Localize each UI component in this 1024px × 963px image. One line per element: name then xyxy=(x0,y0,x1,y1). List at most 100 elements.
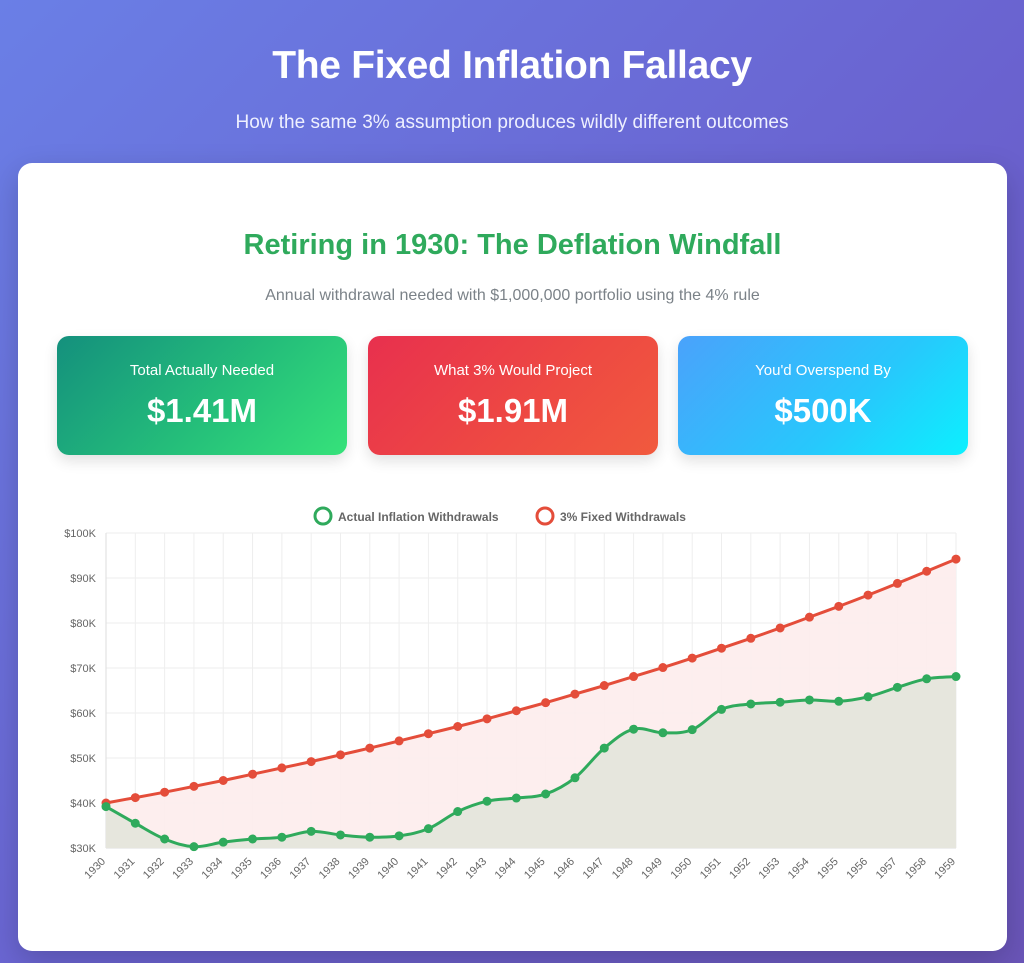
series-actual-point xyxy=(453,807,463,817)
series-fixed-point xyxy=(189,781,199,791)
series-fixed-point xyxy=(160,787,170,797)
legend-marker xyxy=(535,506,555,526)
x-tick-label: 1945 xyxy=(522,856,548,882)
series-fixed-point xyxy=(599,681,609,691)
series-actual-point xyxy=(834,696,844,706)
series-actual-point xyxy=(130,818,140,828)
series-actual-point xyxy=(482,796,492,806)
series-actual-point xyxy=(541,789,551,799)
x-tick-label: 1936 xyxy=(258,856,284,882)
series-fixed-point xyxy=(951,554,961,564)
x-tick-label: 1954 xyxy=(786,856,812,882)
series-actual-point xyxy=(423,824,433,834)
series-fixed-point xyxy=(804,612,814,622)
series-actual-point xyxy=(277,832,287,842)
x-tick-label: 1944 xyxy=(493,856,519,882)
y-tick-label: $80K xyxy=(70,618,96,630)
series-actual-point xyxy=(218,837,228,847)
x-tick-label: 1956 xyxy=(844,856,870,882)
series-actual-point xyxy=(717,704,727,714)
legend-label: Actual Inflation Withdrawals xyxy=(338,510,499,524)
x-tick-label: 1937 xyxy=(287,856,313,882)
x-tick-label: 1940 xyxy=(375,856,401,882)
series-actual-point xyxy=(775,697,785,707)
series-fixed-point xyxy=(130,793,140,803)
x-tick-label: 1952 xyxy=(727,856,753,882)
series-fixed-point xyxy=(541,698,551,708)
series-fixed-point xyxy=(570,689,580,699)
legend-marker xyxy=(313,506,333,526)
series-actual-point xyxy=(746,699,756,709)
page-title: The Fixed Inflation Fallacy xyxy=(272,44,752,87)
stat-label: Total Actually Needed xyxy=(129,362,275,379)
stat-value: $500K xyxy=(774,392,872,429)
x-tick-label: 1941 xyxy=(405,856,431,882)
series-fixed-point xyxy=(687,653,697,663)
series-actual-point xyxy=(922,674,932,684)
series-fixed-point xyxy=(863,590,873,600)
x-tick-label: 1930 xyxy=(82,856,108,882)
chart-card: Retiring in 1930: The Deflation Windfall… xyxy=(18,163,1007,951)
series-fixed-point xyxy=(335,750,345,760)
series-actual-point xyxy=(160,834,170,844)
series-actual-point xyxy=(101,802,111,812)
y-tick-label: $100K xyxy=(64,528,96,540)
x-tick-label: 1957 xyxy=(874,856,900,882)
x-tick-label: 1949 xyxy=(639,856,665,882)
x-tick-label: 1955 xyxy=(815,856,841,882)
series-fixed-point xyxy=(658,663,668,673)
y-tick-label: $50K xyxy=(70,753,96,765)
series-fixed-point xyxy=(922,566,932,576)
series-actual-point xyxy=(629,724,639,734)
stat-value: $1.91M xyxy=(457,392,569,429)
series-actual-point xyxy=(687,725,697,735)
x-tick-label: 1935 xyxy=(229,856,255,882)
legend-label: 3% Fixed Withdrawals xyxy=(560,510,686,524)
card-title: Retiring in 1930: The Deflation Windfall xyxy=(243,229,782,261)
x-tick-label: 1942 xyxy=(434,856,460,882)
stat-card-overspend: You'd Overspend By $500K xyxy=(678,336,968,455)
x-tick-label: 1951 xyxy=(698,856,724,882)
series-actual-point xyxy=(951,672,961,682)
y-tick-label: $60K xyxy=(70,708,96,720)
y-tick-label: $90K xyxy=(70,573,96,585)
series-actual-point xyxy=(804,695,814,705)
x-tick-label: 1958 xyxy=(903,856,929,882)
series-actual-point xyxy=(511,793,521,803)
series-fixed-point xyxy=(892,578,902,588)
series-fixed-point xyxy=(248,769,258,779)
series-actual-point xyxy=(248,834,258,844)
series-fixed-point xyxy=(365,743,375,753)
x-tick-label: 1959 xyxy=(932,856,958,882)
series-actual-point xyxy=(863,692,873,702)
series-fixed-point xyxy=(511,706,521,716)
x-tick-label: 1943 xyxy=(463,856,489,882)
x-tick-label: 1933 xyxy=(170,856,196,882)
series-actual-point xyxy=(335,830,345,840)
series-fixed-point xyxy=(394,736,404,746)
stat-card-projected: What 3% Would Project $1.91M xyxy=(368,336,658,455)
page-subtitle: How the same 3% assumption produces wild… xyxy=(235,112,789,133)
y-tick-label: $70K xyxy=(70,663,96,675)
series-actual-point xyxy=(306,826,316,836)
series-fixed-point xyxy=(482,714,492,724)
stat-label: You'd Overspend By xyxy=(755,362,891,379)
y-tick-label: $30K xyxy=(70,843,96,855)
series-fixed-point xyxy=(423,729,433,739)
series-fixed-point xyxy=(218,776,228,785)
x-tick-label: 1934 xyxy=(200,856,226,882)
x-tick-label: 1946 xyxy=(551,856,577,882)
series-fixed-point xyxy=(834,601,844,611)
x-tick-label: 1938 xyxy=(317,856,343,882)
x-tick-label: 1932 xyxy=(141,856,167,882)
x-tick-label: 1950 xyxy=(669,856,695,882)
x-tick-label: 1948 xyxy=(610,856,636,882)
series-fixed-point xyxy=(746,633,756,643)
x-tick-label: 1939 xyxy=(346,856,372,882)
series-actual-area xyxy=(106,676,956,848)
stat-card-total-needed: Total Actually Needed $1.41M xyxy=(57,336,347,455)
series-fixed-point xyxy=(775,623,785,633)
series-fixed-point xyxy=(717,643,727,653)
series-fixed-point xyxy=(277,763,287,773)
